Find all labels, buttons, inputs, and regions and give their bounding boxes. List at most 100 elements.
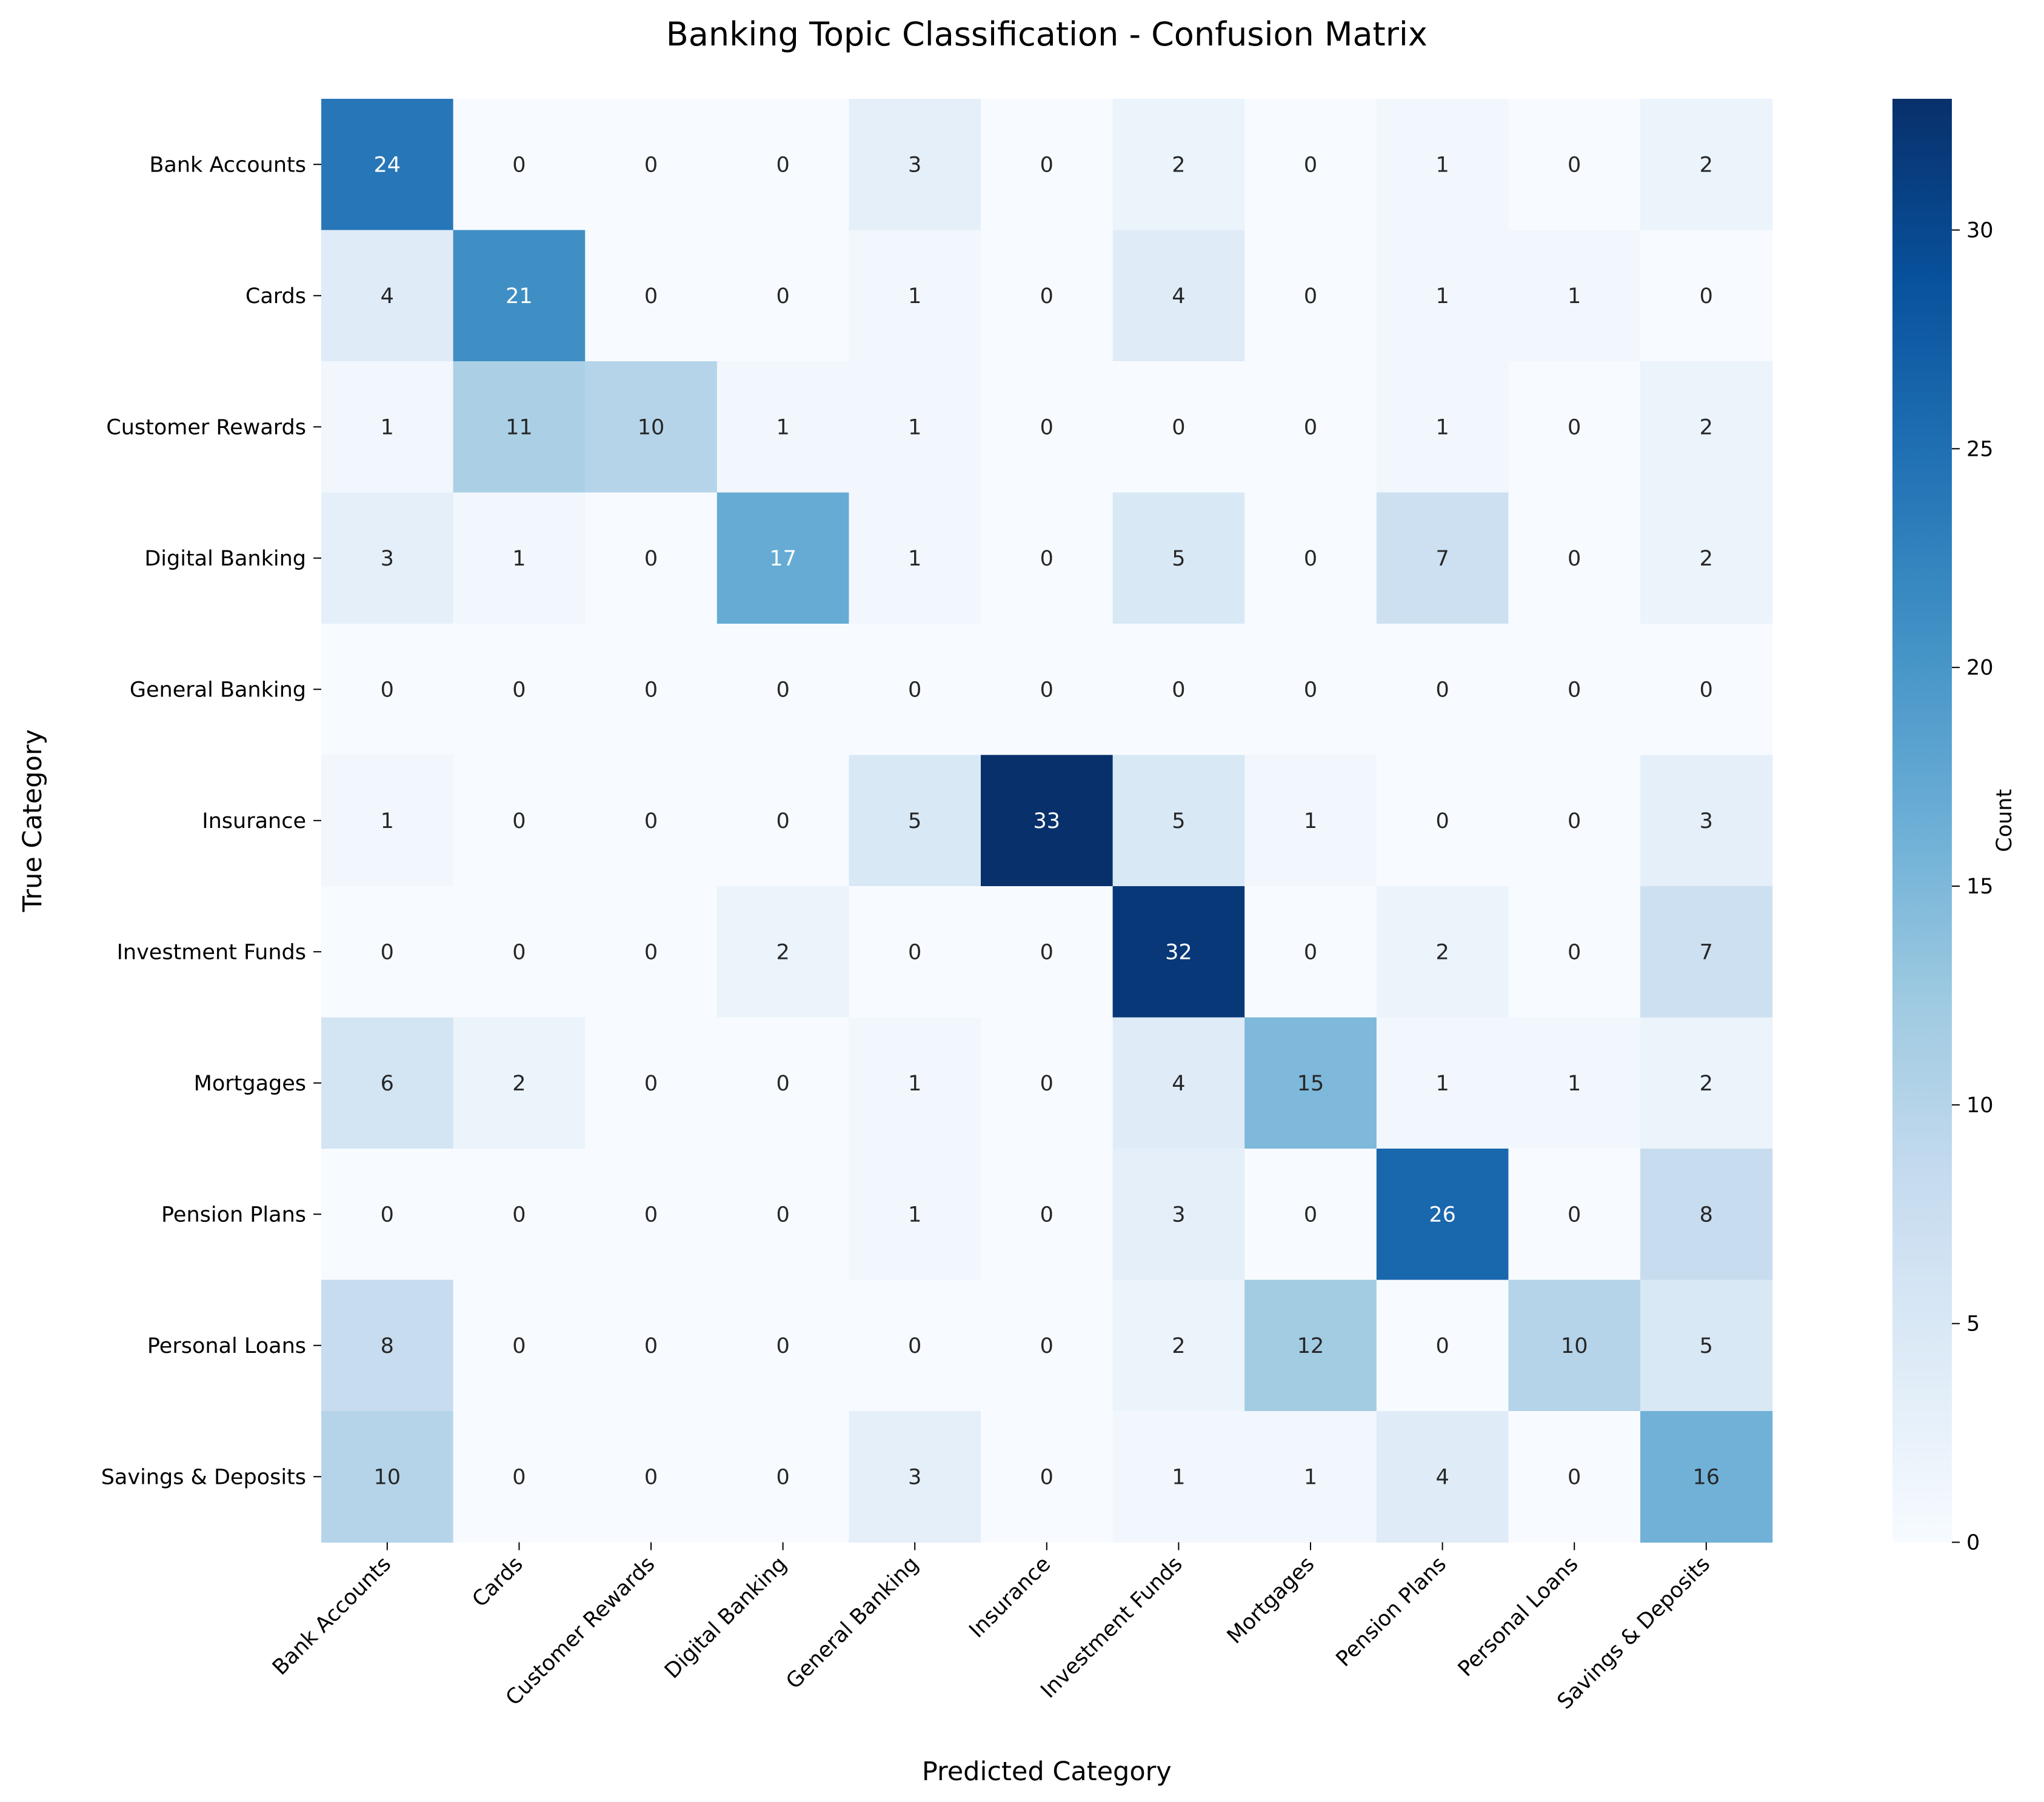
heatmap-cell (585, 1017, 718, 1149)
heatmap-cell (321, 1017, 454, 1149)
cell-value-label: 15 (1297, 1072, 1324, 1096)
cell-value-label: 1 (1172, 1465, 1185, 1489)
heatmap-cell (1376, 1017, 1509, 1149)
heatmap-cell (321, 886, 454, 1018)
cell-value-label: 10 (638, 415, 665, 439)
x-tick-label: Personal Loans (1454, 1552, 1583, 1682)
cell-value-label: 0 (1304, 415, 1317, 439)
cell-value-label: 3 (908, 1465, 921, 1489)
heatmap-cell (453, 1411, 586, 1543)
heatmap-cell (1508, 361, 1641, 493)
heatmap-cell (321, 492, 454, 624)
y-tick-label: Investment Funds (117, 940, 306, 964)
cell-value-label: 0 (512, 1334, 526, 1358)
heatmap-cell (321, 1411, 454, 1543)
heatmap-cell (1244, 624, 1377, 756)
cell-value-label: 0 (644, 1072, 658, 1096)
heatmap-cell (849, 1280, 981, 1412)
heatmap-cell (453, 755, 586, 887)
heatmap-cell (981, 99, 1114, 231)
heatmap-cell (585, 492, 718, 624)
heatmap-cell (585, 99, 718, 231)
heatmap-cell (1508, 755, 1641, 887)
x-tick-label: Cards (468, 1552, 528, 1612)
heatmap-cell (453, 1017, 586, 1149)
heatmap-cell (321, 99, 454, 231)
cell-value-label: 4 (1172, 284, 1185, 309)
heatmap-cell (716, 886, 849, 1018)
heatmap-cell (849, 886, 981, 1018)
cell-value-label: 3 (381, 547, 394, 571)
y-tick-label: Cards (245, 284, 306, 309)
cell-value-label: 5 (1172, 547, 1185, 571)
y-tick-label: Savings & Deposits (101, 1465, 306, 1489)
cell-value-label: 5 (1700, 1334, 1713, 1358)
cell-value-label: 2 (1700, 547, 1713, 571)
cell-value-label: 0 (1040, 153, 1054, 177)
cell-value-label: 0 (1568, 153, 1581, 177)
cell-value-label: 12 (1297, 1334, 1324, 1358)
cell-value-label: 0 (1568, 547, 1581, 571)
colorbar: 0 5 10 15 20 25 30 (1892, 99, 1994, 1555)
cell-value-label: 0 (1435, 1334, 1449, 1358)
heatmap-cell (1640, 1411, 1773, 1543)
cell-value-label: 1 (381, 415, 394, 439)
cell-value-label: 0 (776, 1334, 789, 1358)
heatmap-cell (1640, 361, 1773, 493)
cell-value-label: 2 (1435, 940, 1449, 964)
heatmap-cell (716, 99, 849, 231)
heatmap-cell (1112, 1411, 1245, 1543)
cell-value-label: 1 (512, 547, 526, 571)
x-tick-label: Pension Plans (1332, 1552, 1451, 1672)
cell-value-label: 1 (908, 1203, 921, 1227)
heatmap-cell (1112, 361, 1245, 493)
y-tick-label: Customer Rewards (106, 415, 306, 439)
heatmap-cell (1508, 492, 1641, 624)
cell-value-label: 1 (1435, 1072, 1449, 1096)
heatmap-cell (849, 361, 981, 493)
heatmap-cell (981, 1149, 1114, 1281)
heatmap-cell (453, 624, 586, 756)
cell-value-label: 33 (1034, 809, 1061, 833)
heatmap-cell (585, 1280, 718, 1412)
heatmap-cell (1508, 99, 1641, 231)
heatmap-cell (716, 1149, 849, 1281)
heatmap-cell (453, 361, 586, 493)
cell-value-label: 0 (1040, 415, 1054, 439)
cell-value-label: 2 (1700, 415, 1713, 439)
cell-value-label: 0 (776, 1072, 789, 1096)
cell-value-label: 0 (1040, 284, 1054, 309)
heatmap-cell (1244, 492, 1377, 624)
heatmap-cell (849, 99, 981, 231)
heatmap-cell (1640, 1017, 1773, 1149)
heatmap-cell (716, 230, 849, 362)
cell-value-label: 0 (908, 940, 921, 964)
cell-value-label: 0 (1568, 809, 1581, 833)
cell-value-label: 0 (512, 678, 526, 702)
heatmap-cell (1640, 99, 1773, 231)
cell-value-label: 0 (1435, 678, 1449, 702)
heatmap-cell (1376, 1411, 1509, 1543)
heatmap-cell (585, 230, 718, 362)
heatmap-cell (1376, 99, 1509, 231)
heatmap-cell (1376, 492, 1509, 624)
colorbar-gradient (1892, 99, 1952, 1543)
cell-value-label: 10 (1561, 1334, 1588, 1358)
cell-value-label: 0 (1172, 415, 1185, 439)
heatmap-cell (585, 1149, 718, 1281)
heatmap-cell (453, 1149, 586, 1281)
heatmap-cell (1508, 1017, 1641, 1149)
cell-value-label: 1 (908, 547, 921, 571)
heatmap-cell (453, 230, 586, 362)
heatmap-cell (716, 755, 849, 887)
colorbar-tick-label: 30 (1966, 219, 1994, 243)
cell-value-label: 1 (776, 415, 789, 439)
cell-value-label: 0 (1040, 547, 1054, 571)
heatmap-cell (585, 886, 718, 1018)
y-tick-label: Digital Banking (144, 547, 306, 571)
chart-title: Banking Topic Classification - Confusion… (666, 15, 1428, 53)
cell-value-label: 0 (1304, 678, 1317, 702)
cell-value-label: 1 (908, 284, 921, 309)
heatmap-cell (1244, 886, 1377, 1018)
